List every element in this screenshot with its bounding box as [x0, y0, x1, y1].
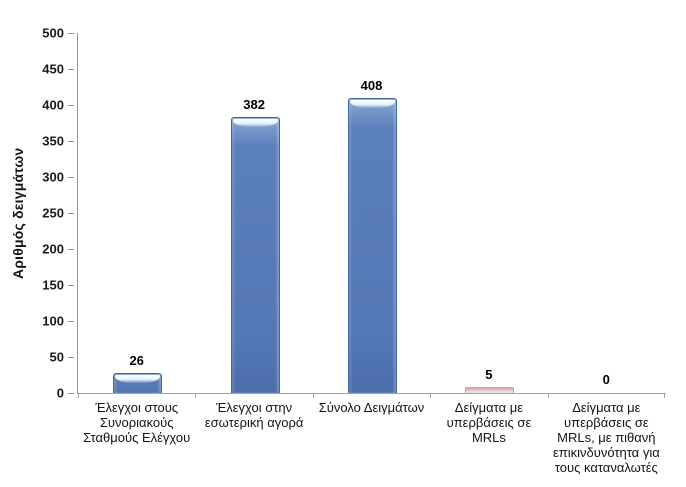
y-tick-label: 300 — [42, 169, 64, 185]
bar-blue — [348, 98, 397, 393]
x-tick-mark — [312, 394, 314, 398]
x-tick-mark — [430, 394, 432, 398]
bar-pink — [465, 387, 515, 393]
y-tick-mark — [68, 393, 74, 394]
bar-blue — [113, 373, 163, 393]
y-tick-mark — [68, 249, 74, 250]
x-category-label: Έλεγχοι στην εσωτερική αγορά — [204, 400, 304, 430]
y-tick-label: 150 — [42, 277, 64, 293]
x-category-label: Έλεγχοι στους Συνοριακούς Σταθμούς Ελέγχ… — [83, 400, 191, 445]
x-tick-mark — [78, 394, 79, 398]
y-tick-label: 450 — [42, 61, 64, 77]
y-tick-label: 0 — [56, 385, 64, 401]
y-tick-mark — [68, 285, 74, 286]
bar-value-label: 0 — [602, 372, 610, 387]
y-tick-label: 250 — [42, 205, 64, 221]
x-category-label: Δείγματα με υπερβάσεις σε MRLs — [446, 400, 532, 445]
y-tick-label: 500 — [42, 25, 64, 41]
y-tick-mark — [68, 33, 74, 34]
plot-area: 0 50 100 150 200 250 300 350 400 450 500 26 382 408 5… — [42, 26, 666, 401]
bar-value-label: 408 — [360, 78, 383, 94]
x-category-labels: Έλεγχοι στους Συνοριακούς Σταθμούς Ελέγχ… — [78, 400, 665, 475]
x-tick-mark — [547, 394, 549, 398]
y-tick-mark — [68, 141, 74, 142]
y-tick-label: 350 — [42, 133, 64, 149]
y-tick-mark — [68, 177, 74, 178]
y-tick-label: 50 — [49, 349, 64, 365]
bar-value-label: 382 — [243, 96, 265, 112]
y-tick-label: 200 — [42, 241, 64, 257]
y-axis-line — [77, 33, 78, 394]
x-tick-mark — [195, 394, 197, 398]
bar-value-label: 26 — [129, 353, 144, 369]
x-category-label: Σύνολο Δειγμάτων — [318, 400, 425, 415]
y-tick-mark — [68, 213, 74, 214]
y-tick-label: 400 — [42, 97, 64, 113]
bar-blue — [230, 116, 280, 393]
bar-value-label: 5 — [485, 367, 493, 382]
y-tick-mark — [68, 105, 74, 106]
y-tick-mark — [68, 321, 74, 322]
y-axis-title: Αριθμός δειγμάτων — [10, 147, 26, 279]
y-tick-mark — [68, 69, 74, 70]
x-axis-line — [77, 393, 666, 394]
x-tick-mark — [664, 394, 665, 398]
x-category-label: Δείγματα με υπερβάσεις σε MRLs, με πιθαν… — [552, 400, 660, 475]
y-tick-mark — [68, 357, 74, 358]
y-tick-label: 100 — [42, 313, 64, 329]
